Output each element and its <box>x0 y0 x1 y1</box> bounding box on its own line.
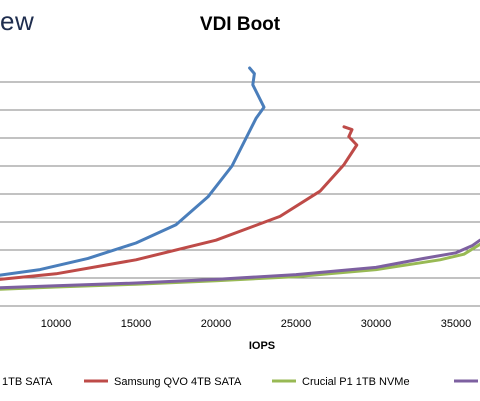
legend-label: Samsung QVO 4TB SATA <box>114 376 242 388</box>
series-lines <box>0 66 480 291</box>
legend-label: Crucial P1 1TB NVMe <box>302 376 410 388</box>
x-tick-label: 25000 <box>281 318 312 330</box>
series-line-1 <box>0 66 266 277</box>
x-tick-label: 20000 <box>201 318 232 330</box>
series-line-4 <box>0 238 480 290</box>
series-line-3 <box>0 242 480 291</box>
x-tick-label: 30000 <box>361 318 392 330</box>
x-tick-label: 15000 <box>121 318 152 330</box>
x-axis-title: IOPS <box>249 340 275 352</box>
chart-title: VDI Boot <box>199 14 281 35</box>
legend: 1TB SATA Samsung QVO 4TB SATA Crucial P1 1… <box>2 376 478 388</box>
series-line-2 <box>0 125 359 281</box>
logo-text: ew <box>0 6 35 36</box>
x-tick-label: 10000 <box>41 318 72 330</box>
legend-label: 1TB SATA <box>2 376 53 388</box>
x-tick-labels: 10000 15000 20000 25000 30000 35000 <box>41 318 472 330</box>
x-tick-label: 35000 <box>441 318 472 330</box>
